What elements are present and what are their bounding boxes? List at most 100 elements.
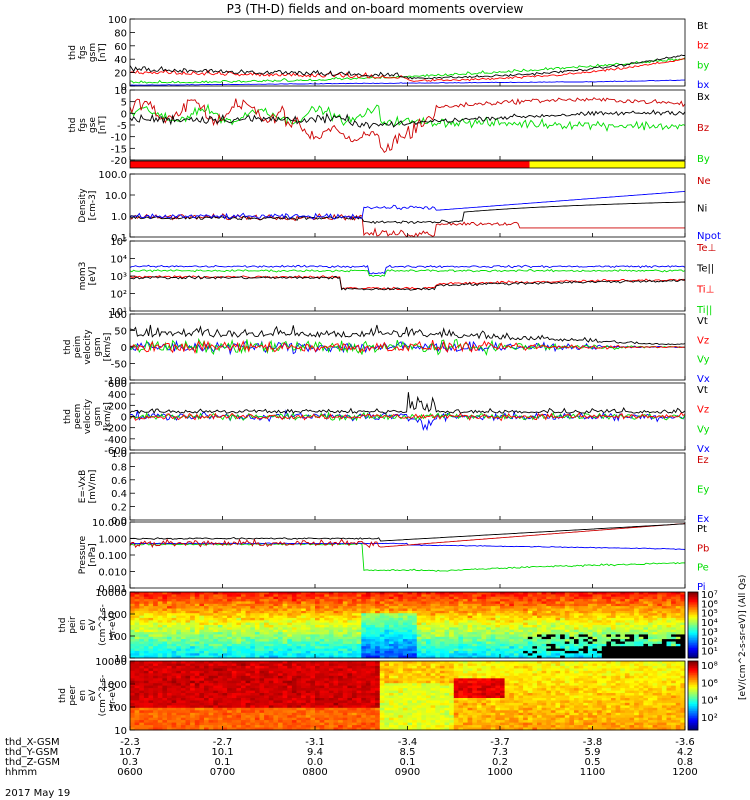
peir-heatmap-cell bbox=[671, 634, 677, 638]
peir-heatmap-cell bbox=[162, 599, 168, 602]
peir-heatmap-cell bbox=[143, 603, 149, 607]
peir-heatmap-cell bbox=[259, 596, 265, 600]
peir-heatmap-cell bbox=[190, 617, 196, 621]
peir-heatmap-cell bbox=[666, 617, 672, 621]
peer-heatmap-cell bbox=[342, 695, 348, 699]
peir-heatmap-cell bbox=[393, 610, 399, 614]
peir-heatmap-cell bbox=[324, 601, 330, 605]
peir-heatmap-cell bbox=[634, 641, 640, 645]
peer-heatmap-cell bbox=[157, 710, 163, 714]
peir-heatmap-cell bbox=[130, 601, 135, 605]
peer-heatmap-cell bbox=[153, 685, 159, 689]
peir-heatmap-cell bbox=[208, 643, 214, 647]
peer-heatmap-cell bbox=[208, 717, 214, 721]
peer-heatmap-cell bbox=[375, 700, 381, 704]
peer-heatmap-cell bbox=[301, 725, 307, 728]
peir-heatmap-cell bbox=[652, 627, 658, 631]
peir-heatmap-cell bbox=[305, 594, 311, 598]
peir-heatmap-cell bbox=[458, 641, 464, 645]
peer-heatmap-cell bbox=[291, 722, 297, 726]
peer-heatmap-cell bbox=[162, 727, 168, 731]
peir-heatmap-cell bbox=[264, 634, 270, 638]
peer-heatmap-cell bbox=[268, 693, 274, 696]
peir-heatmap-cell bbox=[254, 599, 260, 602]
peir-heatmap-cell bbox=[472, 606, 478, 609]
peer-heatmap-cell bbox=[361, 702, 367, 706]
peir-heatmap-cell bbox=[282, 608, 288, 612]
peir-heatmap-cell bbox=[587, 629, 593, 633]
peir-heatmap-cell bbox=[213, 641, 219, 645]
peir-heatmap-cell bbox=[153, 592, 159, 595]
peer-heatmap-cell bbox=[148, 688, 154, 691]
peer-heatmap-cell bbox=[254, 683, 260, 687]
peir-heatmap-cell bbox=[282, 646, 288, 649]
peir-heatmap-cell bbox=[523, 592, 529, 595]
peir-heatmap-cell bbox=[315, 608, 320, 612]
peer-heatmap-cell bbox=[268, 702, 274, 706]
peer-heatmap-cell bbox=[315, 670, 320, 674]
peir-heatmap-cell bbox=[208, 632, 214, 635]
peer-heatmap-cell bbox=[130, 665, 135, 669]
peir-heatmap-cell bbox=[204, 653, 209, 657]
peir-heatmap-cell bbox=[324, 653, 330, 657]
peir-heatmap-cell bbox=[634, 599, 640, 602]
peer-heatmap-cell bbox=[241, 700, 246, 704]
peer-heatmap-cell bbox=[393, 707, 399, 711]
peir-heatmap-cell bbox=[227, 641, 233, 645]
peir-heatmap-cell bbox=[227, 634, 233, 638]
peer-heatmap-cell bbox=[273, 710, 279, 714]
peir-heatmap-cell bbox=[532, 632, 538, 635]
peir-heatmap-cell bbox=[134, 613, 140, 616]
peir-heatmap-cell bbox=[352, 613, 357, 616]
peir-heatmap-cell bbox=[666, 613, 672, 616]
peir-heatmap-cell bbox=[666, 653, 672, 657]
peir-heatmap-cell bbox=[657, 646, 663, 649]
peir-heatmap-cell bbox=[430, 596, 436, 600]
peir-heatmap-cell bbox=[365, 592, 371, 595]
peer-heatmap-cell bbox=[333, 678, 339, 682]
peer-heatmap-cell bbox=[291, 688, 297, 691]
peir-heatmap-cell bbox=[606, 610, 612, 614]
peir-heatmap-cell bbox=[190, 622, 196, 626]
peer-heatmap-cell bbox=[130, 707, 135, 711]
peir-heatmap-cell bbox=[254, 650, 260, 654]
peir-heatmap-cell bbox=[250, 599, 256, 602]
peir-heatmap-cell bbox=[264, 648, 270, 652]
peir-heatmap-cell bbox=[393, 646, 399, 649]
peir-heatmap-cell bbox=[361, 627, 367, 631]
peir-heatmap-cell bbox=[268, 634, 274, 638]
peer-heatmap-cell bbox=[301, 663, 307, 667]
peir-heatmap-cell bbox=[361, 610, 367, 614]
peir-heatmap-cell bbox=[365, 627, 371, 631]
peir-heatmap-cell bbox=[157, 646, 163, 649]
peir-heatmap-cell bbox=[328, 639, 334, 642]
peir-heatmap-cell bbox=[513, 596, 519, 600]
peir-heatmap-cell bbox=[217, 636, 223, 640]
peir-heatmap-cell bbox=[143, 636, 149, 640]
peer-heatmap-cell bbox=[384, 680, 390, 684]
peer-heatmap-cell bbox=[199, 695, 205, 699]
peer-heatmap-cell bbox=[301, 670, 307, 674]
peir-heatmap-cell bbox=[347, 632, 353, 635]
peir-heatmap-cell bbox=[532, 613, 538, 616]
peer-heatmap-cell bbox=[278, 712, 283, 716]
peir-heatmap-cell bbox=[661, 617, 667, 621]
peir-heatmap-cell bbox=[620, 634, 626, 638]
peer-heatmap-cell bbox=[143, 707, 149, 711]
peer-heatmap-cell bbox=[342, 661, 348, 664]
peer-heatmap-cell bbox=[153, 668, 159, 672]
peir-heatmap-cell bbox=[458, 634, 464, 638]
peer-heatmap-cell bbox=[134, 665, 140, 669]
peir-heatmap-cell bbox=[661, 601, 667, 605]
peir-heatmap-cell bbox=[319, 596, 325, 600]
peir-heatmap-cell bbox=[592, 650, 598, 654]
peir-heatmap-cell bbox=[620, 594, 626, 598]
peir-heatmap-cell bbox=[624, 634, 630, 638]
peer-heatmap-cell bbox=[338, 710, 344, 714]
peir-heatmap-cell bbox=[449, 608, 455, 612]
peer-heatmap-cell bbox=[379, 678, 385, 682]
peir-heatmap-cell bbox=[449, 648, 455, 652]
peir-heatmap-cell bbox=[352, 636, 357, 640]
peir-heatmap-cell bbox=[504, 596, 510, 600]
peir-heatmap-cell bbox=[472, 601, 478, 605]
